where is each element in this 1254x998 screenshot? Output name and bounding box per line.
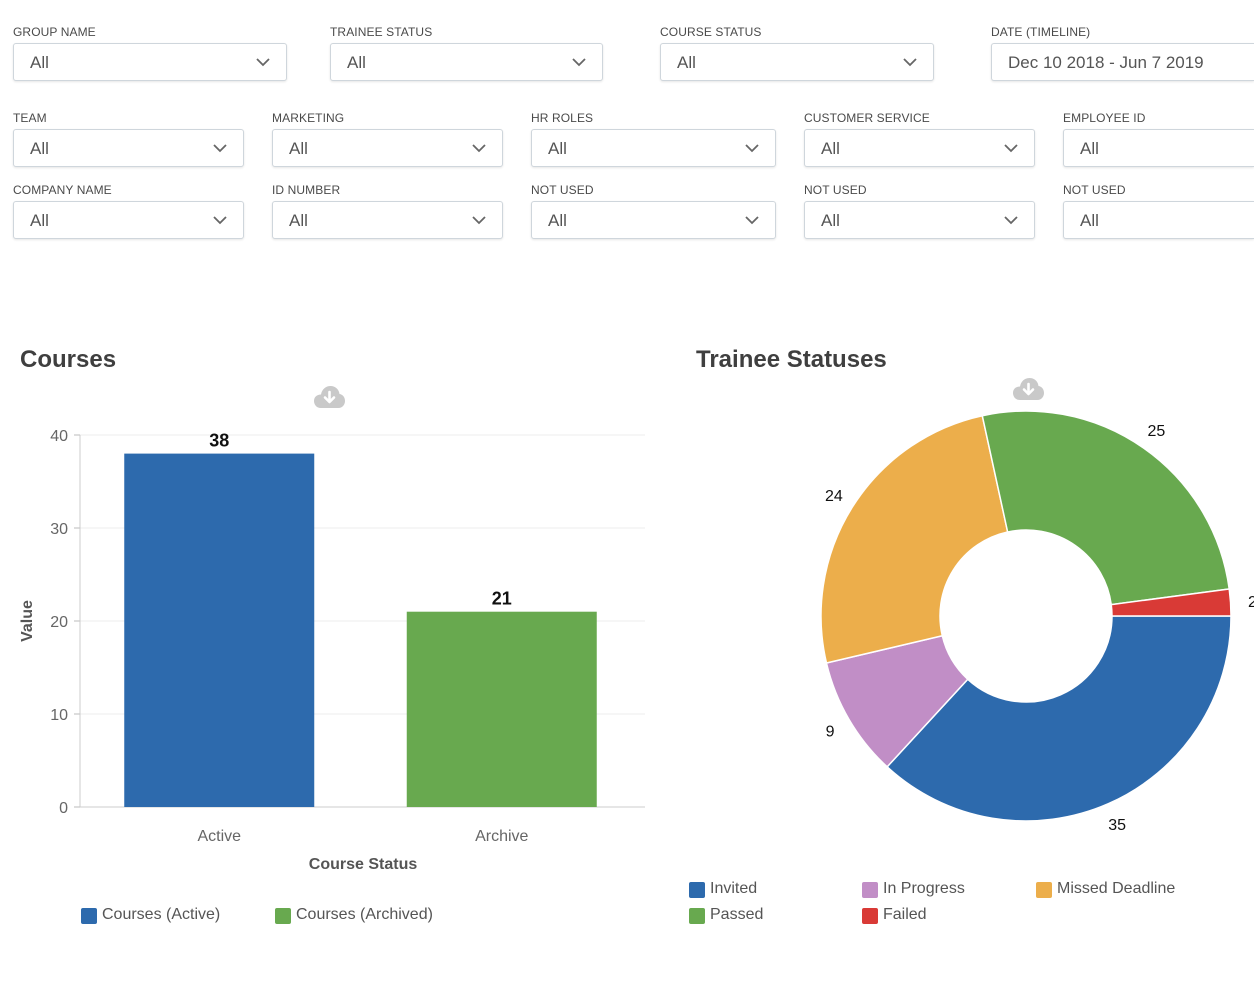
slice-value-label: 9 bbox=[826, 724, 835, 741]
y-tick-label: 30 bbox=[50, 521, 68, 538]
x-axis-title: Course Status bbox=[309, 856, 418, 873]
group-name-label: GROUP NAME bbox=[13, 25, 96, 39]
legend-label: Missed Deadline bbox=[1057, 880, 1176, 897]
x-tick-label: Active bbox=[197, 828, 241, 845]
not-used-value-3: All bbox=[1080, 211, 1099, 230]
chevron-down-icon bbox=[903, 58, 917, 67]
team-label: TEAM bbox=[13, 111, 47, 125]
y-axis-title: Value bbox=[19, 600, 36, 642]
company-name-label: COMPANY NAME bbox=[13, 183, 112, 197]
legend-swatch bbox=[862, 908, 878, 924]
slice-passed bbox=[981, 410, 1231, 606]
id-number-label: ID NUMBER bbox=[272, 183, 341, 197]
legend-swatch bbox=[862, 882, 878, 898]
not-used-dropdown-1[interactable]: All bbox=[531, 201, 776, 239]
chevron-down-icon bbox=[472, 216, 486, 225]
legend-swatch bbox=[689, 908, 705, 924]
legend-swatch bbox=[81, 908, 97, 924]
bar-value-label: 38 bbox=[209, 431, 229, 451]
date-timeline-value: Dec 10 2018 - Jun 7 2019 bbox=[1008, 53, 1204, 72]
chevron-down-icon bbox=[213, 216, 227, 225]
not-used-label-2: NOT USED bbox=[804, 183, 867, 197]
chevron-down-icon bbox=[572, 58, 586, 67]
group-name-dropdown[interactable]: All bbox=[13, 43, 287, 81]
marketing-label: MARKETING bbox=[272, 111, 345, 125]
y-tick-label: 0 bbox=[59, 800, 68, 817]
chevron-down-icon bbox=[745, 144, 759, 153]
legend-label: Failed bbox=[883, 906, 927, 923]
legend-label: Courses (Active) bbox=[102, 906, 221, 923]
not-used-value-2: All bbox=[821, 211, 840, 230]
team-dropdown[interactable]: All bbox=[13, 129, 244, 167]
not-used-label-3: NOT USED bbox=[1063, 183, 1126, 197]
legend-swatch bbox=[275, 908, 291, 924]
hr-roles-label: HR ROLES bbox=[531, 111, 594, 125]
slice-missed-deadline bbox=[820, 414, 1009, 664]
id-number-value: All bbox=[289, 211, 308, 230]
chevron-down-icon bbox=[472, 144, 486, 153]
cloud-download-icon[interactable] bbox=[1012, 376, 1045, 402]
customer-service-dropdown[interactable]: All bbox=[804, 129, 1035, 167]
trainee-status-value: All bbox=[347, 53, 366, 72]
chevron-down-icon bbox=[213, 144, 227, 153]
team-value: All bbox=[30, 139, 49, 158]
marketing-value: All bbox=[289, 139, 308, 158]
slice-value-label: 2 bbox=[1248, 594, 1254, 611]
legend-swatch bbox=[689, 882, 705, 898]
y-tick-label: 20 bbox=[50, 614, 68, 631]
employee-id-dropdown[interactable]: All bbox=[1063, 129, 1254, 167]
company-name-dropdown[interactable]: All bbox=[13, 201, 244, 239]
id-number-dropdown[interactable]: All bbox=[272, 201, 503, 239]
chevron-down-icon bbox=[1004, 216, 1018, 225]
cloud-download-icon[interactable] bbox=[313, 384, 346, 410]
y-tick-label: 10 bbox=[50, 707, 68, 724]
course-status-label: COURSE STATUS bbox=[660, 25, 762, 39]
course-status-dropdown[interactable]: All bbox=[660, 43, 934, 81]
trainee-status-label: TRAINEE STATUS bbox=[330, 25, 433, 39]
legend-label: Passed bbox=[710, 906, 764, 923]
customer-service-label: CUSTOMER SERVICE bbox=[804, 111, 930, 125]
hr-roles-value: All bbox=[548, 139, 567, 158]
date-timeline-input[interactable]: Dec 10 2018 - Jun 7 2019 bbox=[991, 43, 1254, 81]
employee-id-label: EMPLOYEE ID bbox=[1063, 111, 1146, 125]
courses-chart-title: Courses bbox=[20, 346, 117, 373]
group-name-value: All bbox=[30, 53, 49, 72]
hr-roles-dropdown[interactable]: All bbox=[531, 129, 776, 167]
customer-service-value: All bbox=[821, 139, 840, 158]
y-tick-label: 40 bbox=[50, 428, 68, 445]
not-used-dropdown-2[interactable]: All bbox=[804, 201, 1035, 239]
legend-swatch bbox=[1036, 882, 1052, 898]
trainee-statuses-donut-chart: 35 9 24 25 2 bbox=[820, 410, 1254, 834]
bar-active bbox=[124, 453, 315, 807]
slice-value-label: 25 bbox=[1147, 423, 1165, 440]
trainee-statuses-chart-title: Trainee Statuses bbox=[696, 346, 887, 373]
not-used-dropdown-3[interactable]: All bbox=[1063, 201, 1254, 239]
courses-bar-chart: 0 10 20 30 40 38 Active 21 Archive Course Status V… bbox=[19, 428, 645, 873]
bar-value-label: 21 bbox=[492, 589, 512, 609]
bar-archive bbox=[406, 611, 597, 807]
x-tick-label: Archive bbox=[475, 828, 528, 845]
course-status-value: All bbox=[677, 53, 696, 72]
marketing-dropdown[interactable]: All bbox=[272, 129, 503, 167]
legend-label: Courses (Archived) bbox=[296, 906, 433, 923]
slice-failed bbox=[1110, 588, 1232, 617]
slice-value-label: 35 bbox=[1108, 817, 1126, 834]
trainee-status-dropdown[interactable]: All bbox=[330, 43, 603, 81]
slice-value-label: 24 bbox=[825, 488, 843, 505]
date-timeline-label: DATE (TIMELINE) bbox=[991, 25, 1091, 39]
employee-id-value: All bbox=[1080, 139, 1099, 158]
chevron-down-icon bbox=[745, 216, 759, 225]
slice-invited bbox=[886, 615, 1232, 822]
not-used-label-1: NOT USED bbox=[531, 183, 594, 197]
chevron-down-icon bbox=[256, 58, 270, 67]
legend-label: Invited bbox=[710, 880, 758, 897]
not-used-value-1: All bbox=[548, 211, 567, 230]
company-name-value: All bbox=[30, 211, 49, 230]
legend-label: In Progress bbox=[883, 880, 965, 897]
chevron-down-icon bbox=[1004, 144, 1018, 153]
